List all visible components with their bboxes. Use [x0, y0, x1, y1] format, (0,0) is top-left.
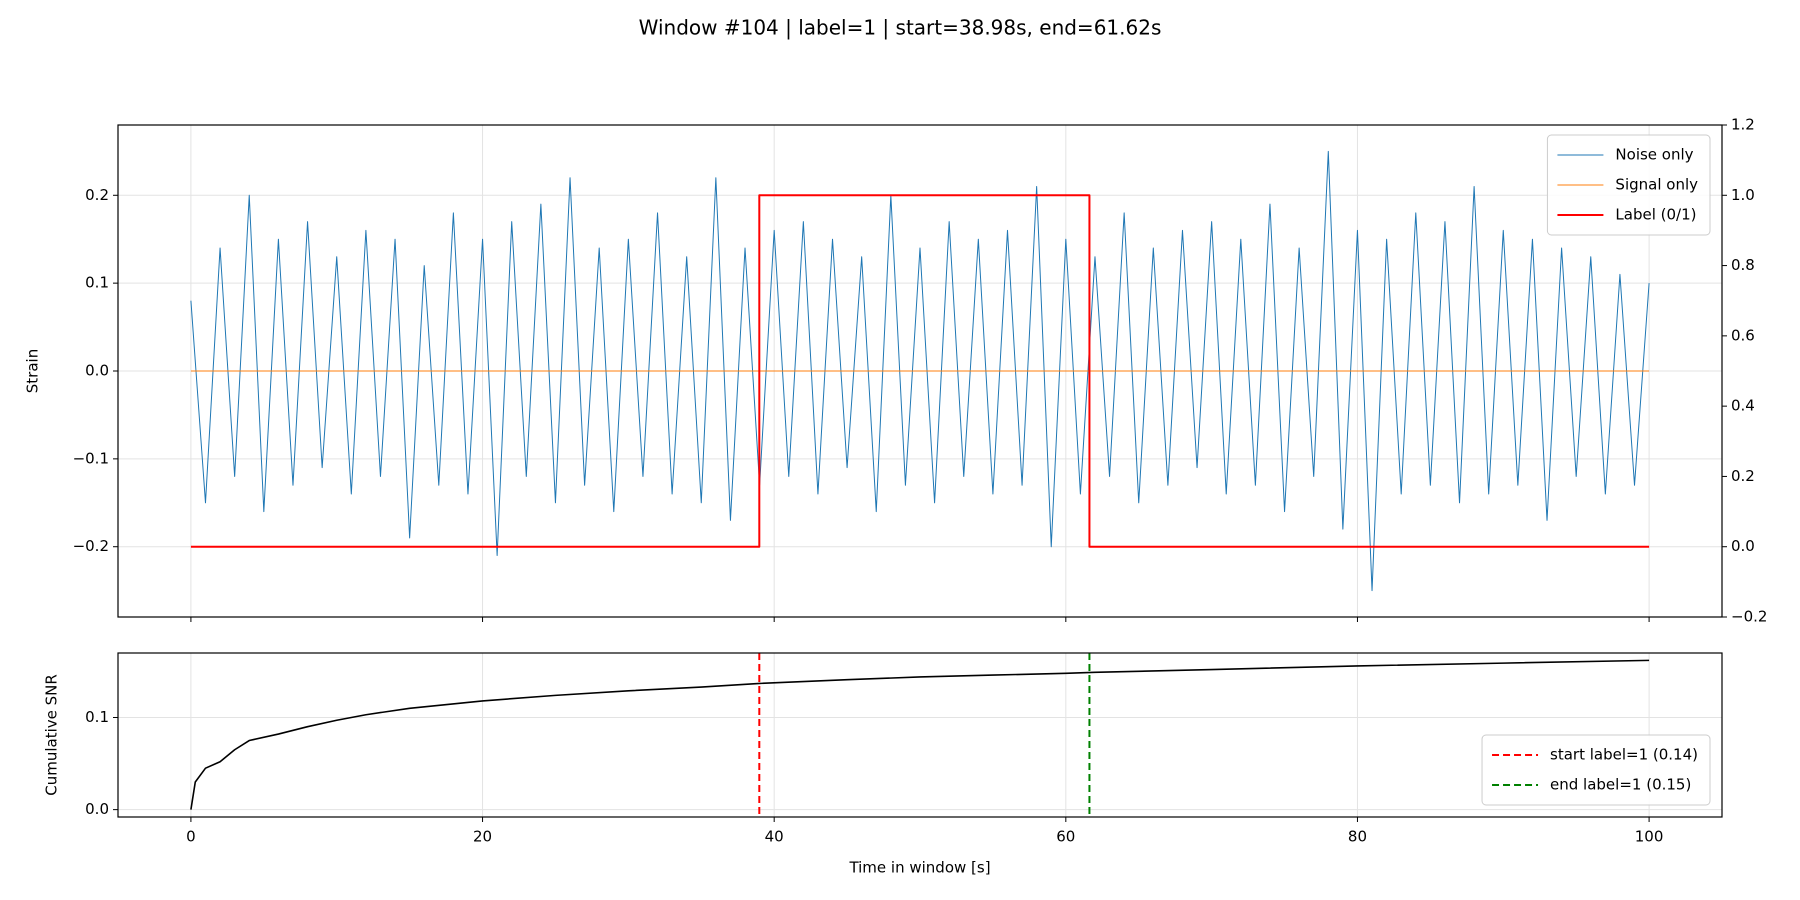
series-line: [190, 194, 1650, 548]
y-axis-label: Cumulative SNR: [43, 674, 61, 796]
legend-box: [1481, 734, 1711, 806]
series-line: [190, 659, 1650, 810]
legend: start label=1 (0.14) end label=1 (0.15): [1481, 734, 1711, 806]
y2-tick-label: 1.2: [1731, 116, 1755, 134]
axes-frame: [117, 652, 1723, 818]
x-tick-label: 80: [1348, 828, 1367, 846]
y2-tick-label: 0.6: [1731, 326, 1755, 344]
x-axis-label: Time in window [s]: [848, 859, 990, 877]
legend-label: Signal only: [1615, 176, 1698, 194]
y2-tick-label: 0.0: [1731, 537, 1755, 555]
y-tick-label: 0.0: [85, 800, 109, 818]
legend-label: end label=1 (0.15): [1550, 776, 1691, 794]
y-tick-label: 0.1: [85, 708, 109, 726]
figure-title: Window #104 | label=1 | start=38.98s, en…: [639, 16, 1162, 40]
y2-tick-label: 0.8: [1731, 256, 1755, 274]
y2-tick-label: −0.2: [1731, 608, 1767, 626]
x-tick-label: 20: [473, 828, 492, 846]
y-tick-label: −0.1: [73, 449, 109, 467]
legend: Noise only Signal only Label (0/1): [1546, 134, 1711, 236]
y-tick-label: 0.0: [85, 362, 109, 380]
x-tick-label: 0: [186, 828, 196, 846]
y2-tick-label: 1.0: [1731, 186, 1755, 204]
axes-frame: [117, 124, 1723, 618]
y-tick-label: −0.2: [73, 537, 109, 555]
y-tick-label: 0.2: [85, 186, 109, 204]
x-tick-label: 100: [1635, 828, 1664, 846]
y2-tick-label: 0.4: [1731, 397, 1755, 415]
legend-label: Label (0/1): [1615, 206, 1696, 224]
series-line: [190, 150, 1650, 592]
plot-area: [190, 653, 1650, 817]
y-axis-label: Strain: [24, 349, 42, 393]
legend-label: start label=1 (0.14): [1550, 746, 1698, 764]
x-tick-label: 60: [1056, 828, 1075, 846]
legend-label: Noise only: [1615, 146, 1693, 164]
y-tick-label: 0.1: [85, 274, 109, 292]
y2-tick-label: 0.2: [1731, 467, 1755, 485]
x-tick-label: 40: [765, 828, 784, 846]
legend-box: [1546, 134, 1711, 236]
plot-area: [190, 150, 1650, 592]
